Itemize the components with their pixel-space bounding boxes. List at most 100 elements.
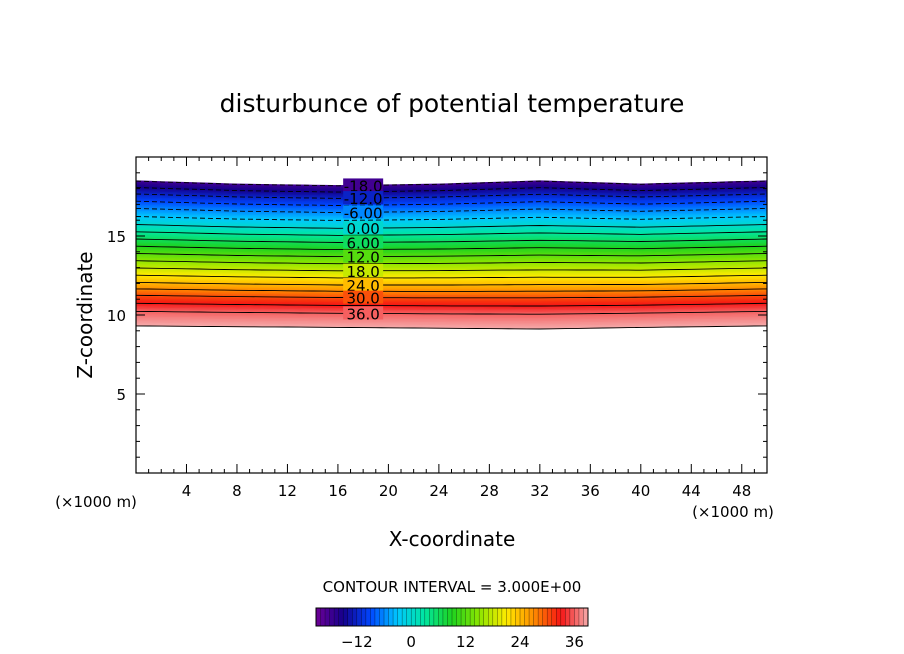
colorbar-cell: [465, 608, 471, 626]
contour-label: 0.00: [346, 220, 379, 238]
x-tick-label: 36: [581, 482, 600, 500]
colorbar-cell: [320, 608, 326, 626]
colorbar-cell: [370, 608, 376, 626]
colorbar-cell: [388, 608, 394, 626]
x-axis-label: X-coordinate: [389, 527, 516, 551]
y-axis-label: Z-coordinate: [73, 251, 97, 378]
contour-label-bg: [343, 277, 384, 291]
contour-interval-text: CONTOUR INTERVAL = 3.000E+00: [323, 578, 582, 596]
colorbar-cell: [456, 608, 462, 626]
colorbar-cell: [374, 608, 380, 626]
contour-line: [136, 238, 767, 243]
colorbar-cell: [551, 608, 557, 626]
colorbar-cell: [316, 608, 321, 626]
contour-line: [136, 267, 767, 272]
colorbar-tick-label: −12: [341, 633, 373, 651]
contour-line: [136, 325, 767, 330]
colorbar-cell: [343, 608, 349, 626]
colorbar-cell: [556, 608, 562, 626]
colorbar-cell: [406, 608, 412, 626]
contour-line: [136, 288, 767, 292]
chart-title: disturbunce of potential temperature: [220, 89, 685, 118]
contour-line: [136, 207, 767, 214]
colorbar-cell: [578, 608, 584, 626]
contour-label: -12.0: [344, 190, 383, 208]
x-axis: 4 8 12 16 20 24 28 32 36 40 44 48: [148, 157, 755, 500]
colorbar-cell: [356, 608, 362, 626]
colorbar-cell: [524, 608, 530, 626]
contour-label: -6.00: [344, 204, 383, 222]
colorbar-cell: [497, 608, 503, 626]
colorbar-cell: [492, 608, 498, 626]
colorbar-cell: [470, 608, 475, 626]
x-axis-right-units: (×1000 m): [692, 503, 774, 521]
contour-label-bg: [343, 290, 384, 304]
colorbar-cell: [429, 608, 435, 626]
colorbar-cell: [420, 608, 426, 626]
colorbar-cell: [515, 608, 521, 626]
x-tick-label: 24: [429, 482, 448, 500]
colorbar-tick-label: 0: [406, 633, 416, 651]
colorbar-frame: [315, 607, 589, 627]
colorbar-cell: [347, 608, 353, 626]
x-tick-label: 12: [278, 482, 297, 500]
x-tick-label: 32: [530, 482, 549, 500]
contour-line: [136, 253, 767, 258]
colorbar-cell: [538, 608, 543, 626]
colorbar-cell: [402, 608, 407, 626]
x-tick-label: 48: [732, 482, 751, 500]
colorbar-cell: [329, 608, 335, 626]
y-tick-label: 15: [107, 228, 126, 246]
contour-label: 18.0: [346, 263, 379, 281]
colorbar-cell: [433, 608, 439, 626]
colorbar: [315, 607, 589, 627]
y-tick-label: 10: [107, 307, 126, 325]
colorbar-tick-label: 12: [456, 633, 475, 651]
contour-label: 6.00: [346, 234, 379, 252]
contour-label: -18.0: [344, 177, 383, 195]
contour-label: 30.0: [346, 290, 379, 308]
colorbar-cell: [334, 608, 339, 626]
colorbar-cell: [560, 608, 566, 626]
y-tick-label: 5: [116, 386, 126, 404]
contour-line: [136, 302, 767, 307]
colorbar-cell: [424, 608, 430, 626]
colorbar-tick-label: 24: [510, 633, 529, 651]
colorbar-cell: [569, 608, 575, 626]
colorbar-cell: [547, 608, 553, 626]
x-tick-label: 44: [682, 482, 701, 500]
contour-line: [136, 294, 767, 299]
x-tick-label: 4: [182, 482, 192, 500]
x-tick-label: 40: [631, 482, 650, 500]
colorbar-cell: [574, 608, 580, 626]
contour-line: [136, 231, 767, 236]
colorbar-cell: [384, 608, 389, 626]
x-tick-label: 16: [328, 482, 347, 500]
contour-label-bg: [343, 205, 384, 219]
colorbar-cell: [379, 608, 385, 626]
contour-label: 12.0: [346, 249, 379, 267]
x-tick-label: 8: [232, 482, 242, 500]
colorbar-cell: [397, 608, 403, 626]
contour-lines: [136, 180, 767, 330]
colorbar-cell: [365, 608, 371, 626]
contour-label: 24.0: [346, 277, 379, 295]
colorbar-cell: [474, 608, 480, 626]
colorbar-cell: [352, 608, 358, 626]
contour-label: 36.0: [346, 305, 379, 323]
colorbar-cell: [479, 608, 485, 626]
colorbar-cell: [452, 608, 457, 626]
contour-line: [136, 200, 767, 206]
contour-line: [136, 224, 767, 229]
contour-label-bg: [343, 221, 384, 235]
contour-line: [136, 193, 767, 199]
colorbar-cell: [529, 608, 534, 626]
colorbar-cell: [506, 608, 512, 626]
colorbar-cell: [442, 608, 448, 626]
contour-label-bg: [343, 306, 384, 320]
contour-line: [136, 281, 767, 286]
colorbar-cell: [361, 608, 367, 626]
colorbar-cell: [520, 608, 525, 626]
colorbar-cell: [415, 608, 421, 626]
